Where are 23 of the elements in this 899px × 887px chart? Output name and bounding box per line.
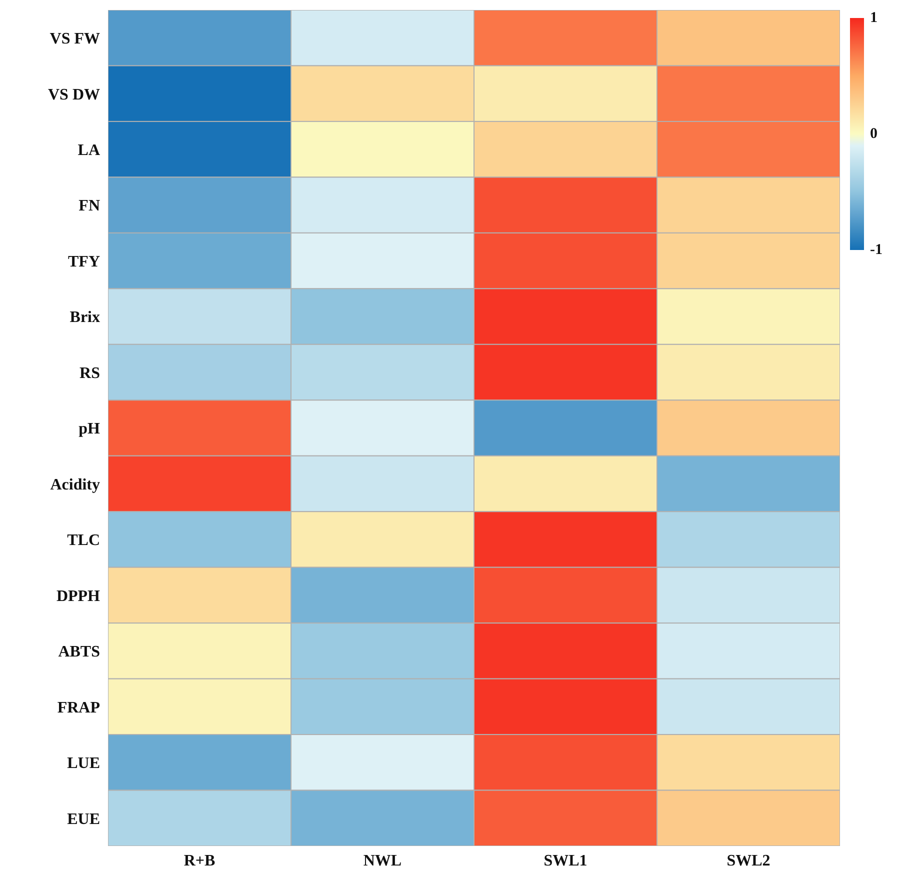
y-tick-label: Brix <box>70 309 100 326</box>
y-tick-label: FRAP <box>57 699 100 716</box>
y-tick-label: LUE <box>67 755 100 772</box>
y-tick-label: Acidity <box>50 476 100 494</box>
x-tick-label: R+B <box>184 852 216 870</box>
x-tick-label: SWL2 <box>726 852 770 870</box>
y-tick-label: VS FW <box>50 30 100 48</box>
y-tick-label: EUE <box>67 810 100 828</box>
scale-legend: -1 0 1 <box>848 8 898 268</box>
y-tick-label: DPPH <box>56 588 101 605</box>
y-tick-label: TLC <box>67 532 100 550</box>
y-tick-label: RS <box>80 364 100 382</box>
y-tick-label: VS DW <box>48 86 100 104</box>
color-bar-label: -1 <box>870 242 882 258</box>
y-tick-label: ABTS <box>58 644 100 661</box>
y-tick-label: pH <box>78 420 101 438</box>
color-bar-label: 0 <box>870 126 878 142</box>
x-tick-label: SWL1 <box>544 852 588 870</box>
x-tick-label: NWL <box>363 852 402 870</box>
y-tick-label: TFY <box>68 253 100 270</box>
y-tick-label: LA <box>78 142 100 160</box>
y-tick-label: FN <box>78 198 100 215</box>
color-bar-label: 1 <box>870 10 878 26</box>
